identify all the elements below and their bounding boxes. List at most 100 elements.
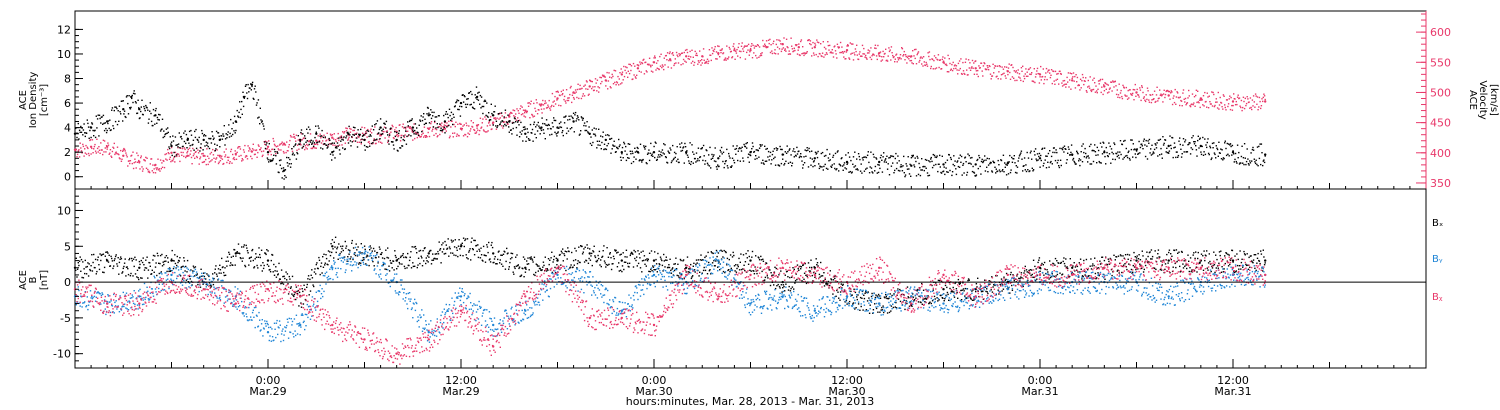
data-point	[191, 163, 193, 165]
data-point	[589, 248, 591, 250]
data-point	[738, 269, 741, 271]
data-point	[761, 52, 763, 54]
data-point	[652, 266, 655, 268]
data-point	[548, 124, 550, 126]
data-point	[453, 116, 455, 118]
data-point	[1022, 80, 1024, 83]
data-point	[131, 154, 133, 157]
data-point	[277, 273, 279, 275]
data-point	[309, 133, 312, 135]
data-point	[330, 143, 332, 145]
data-point	[677, 263, 679, 265]
data-point	[219, 269, 222, 271]
data-point	[953, 67, 955, 70]
data-point	[596, 90, 598, 92]
data-point	[659, 153, 662, 156]
data-point	[744, 58, 747, 60]
data-point	[480, 107, 482, 109]
data-point	[1003, 171, 1005, 173]
data-point	[1133, 89, 1136, 91]
data-point	[823, 46, 826, 49]
data-point	[1179, 96, 1181, 98]
data-point	[980, 173, 982, 175]
data-point	[901, 47, 903, 49]
data-point	[419, 249, 422, 252]
data-point	[1256, 96, 1259, 98]
data-point	[1260, 163, 1262, 166]
data-point	[237, 147, 239, 149]
data-point	[793, 156, 795, 158]
data-point	[650, 250, 653, 252]
data-point	[800, 39, 803, 41]
data-point	[563, 253, 565, 255]
data-point	[167, 257, 169, 259]
data-point	[766, 275, 768, 277]
data-point	[578, 119, 580, 121]
data-point	[1097, 154, 1099, 156]
data-point	[694, 271, 696, 273]
data-point	[196, 156, 198, 159]
data-point	[626, 153, 628, 156]
data-point	[540, 105, 542, 107]
data-point	[1004, 66, 1006, 68]
data-point	[715, 51, 718, 53]
data-point	[298, 148, 300, 150]
data-point	[810, 164, 812, 166]
data-point	[296, 149, 298, 151]
data-point	[840, 51, 842, 54]
data-point	[1031, 72, 1033, 74]
data-point	[264, 143, 266, 145]
data-point	[1248, 101, 1250, 103]
data-point	[357, 135, 359, 137]
data-point	[1036, 159, 1038, 162]
data-point	[205, 278, 207, 280]
data-point	[914, 157, 916, 159]
data-point	[140, 277, 142, 279]
data-point	[987, 69, 990, 71]
data-point	[349, 134, 351, 136]
data-point	[1010, 169, 1012, 171]
data-point	[661, 66, 663, 69]
data-point	[1074, 87, 1077, 89]
data-point	[791, 162, 794, 164]
data-point	[396, 134, 398, 136]
data-point	[623, 65, 625, 68]
data-point	[678, 161, 680, 164]
data-point	[78, 149, 80, 151]
data-point	[692, 265, 694, 267]
data-point	[524, 258, 526, 260]
data-point	[248, 264, 250, 266]
data-point	[773, 157, 775, 160]
data-point	[755, 45, 757, 47]
data-point	[336, 145, 338, 147]
data-point	[281, 177, 283, 179]
data-point	[394, 135, 397, 138]
data-point	[955, 168, 957, 170]
data-point	[584, 129, 586, 132]
data-point	[1107, 155, 1109, 158]
data-point	[581, 117, 583, 119]
data-point	[349, 258, 352, 260]
data-point	[598, 250, 601, 253]
data-point	[870, 151, 872, 153]
data-point	[1011, 76, 1014, 78]
data-point	[78, 129, 81, 131]
data-point	[1144, 155, 1147, 158]
data-point	[1259, 143, 1261, 145]
data-point	[119, 111, 121, 113]
data-point	[900, 58, 902, 60]
data-point	[421, 133, 423, 136]
data-point	[645, 145, 647, 148]
data-point	[136, 112, 139, 114]
data-point	[421, 119, 424, 122]
data-point	[113, 109, 115, 112]
data-point	[282, 170, 284, 173]
data-point	[461, 242, 463, 244]
data-point	[213, 277, 215, 280]
data-point	[82, 145, 85, 148]
data-point	[109, 152, 111, 154]
data-point	[621, 153, 623, 155]
data-point	[1023, 165, 1025, 167]
data-point	[334, 139, 337, 141]
data-point	[284, 277, 286, 280]
